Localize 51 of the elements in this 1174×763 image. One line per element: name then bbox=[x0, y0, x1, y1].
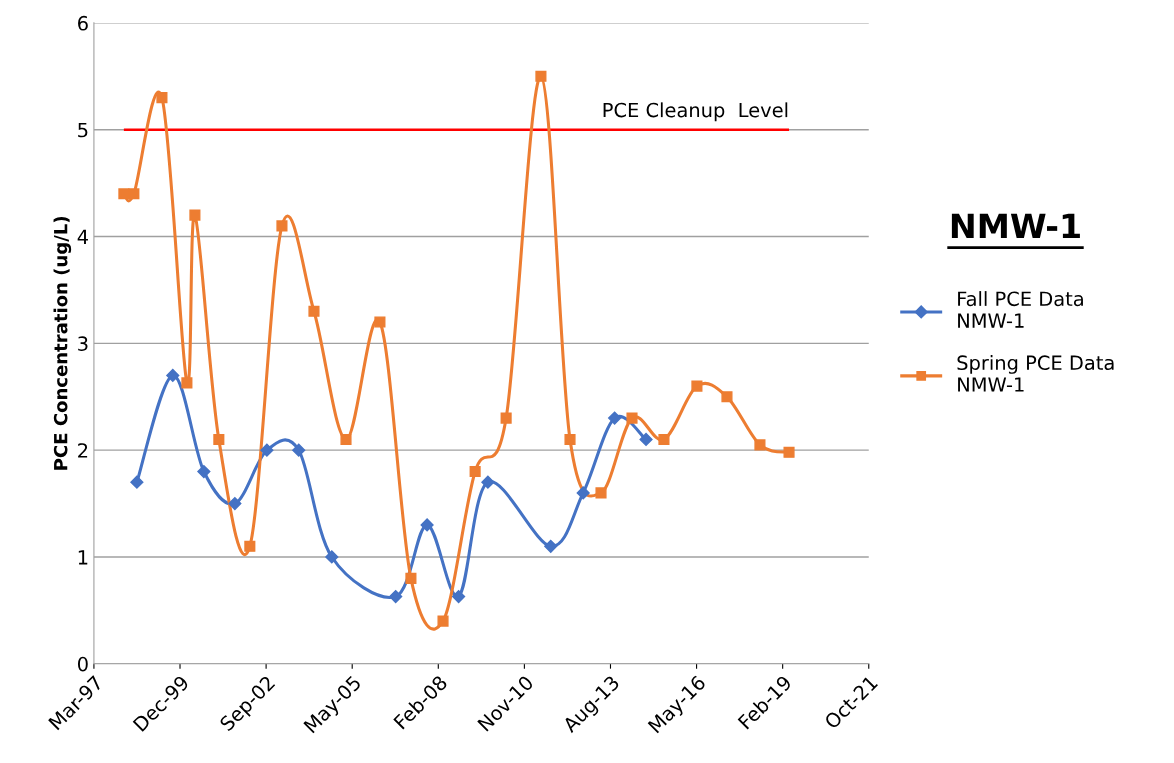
point bbox=[608, 411, 622, 425]
point bbox=[535, 70, 547, 82]
point bbox=[481, 475, 495, 489]
point bbox=[500, 412, 512, 424]
y-tick-label: 5 bbox=[78, 122, 88, 138]
point bbox=[118, 188, 130, 200]
y-tick-label: 3 bbox=[78, 336, 88, 352]
point bbox=[405, 572, 417, 584]
point bbox=[181, 377, 193, 389]
point bbox=[340, 433, 352, 446]
point bbox=[469, 465, 481, 478]
point bbox=[166, 368, 180, 382]
y-axis-title: PCE Concentration (ug/L) bbox=[53, 216, 72, 470]
point bbox=[420, 518, 434, 532]
ref-line-label: PCE Cleanup Level bbox=[603, 102, 788, 122]
point bbox=[128, 188, 140, 200]
legend-label: Fall PCE Data NMW-1 bbox=[958, 291, 1083, 328]
point bbox=[213, 433, 225, 446]
legend-label: Spring PCE Data NMW-1 bbox=[957, 355, 1114, 392]
point bbox=[156, 92, 168, 104]
point bbox=[374, 316, 386, 328]
point bbox=[308, 305, 320, 317]
point bbox=[189, 209, 201, 221]
point bbox=[595, 487, 607, 499]
y-tick-label: 4 bbox=[77, 229, 88, 244]
point bbox=[639, 432, 653, 447]
y-tick-label: 6 bbox=[78, 15, 88, 31]
point bbox=[626, 412, 638, 424]
point bbox=[244, 540, 256, 552]
text: NMW-1 bbox=[951, 213, 1080, 239]
point bbox=[564, 433, 576, 446]
point bbox=[292, 443, 306, 457]
point bbox=[260, 443, 274, 457]
point bbox=[389, 589, 403, 604]
point bbox=[721, 391, 733, 403]
point bbox=[691, 380, 703, 392]
y-tick-label: 0 bbox=[77, 656, 88, 672]
y-tick-label: 2 bbox=[78, 443, 88, 458]
point bbox=[576, 486, 590, 500]
point bbox=[197, 464, 211, 479]
point bbox=[325, 550, 339, 564]
point bbox=[452, 589, 466, 604]
point bbox=[130, 475, 144, 489]
point bbox=[658, 433, 670, 446]
y-tick-label: 1 bbox=[78, 550, 88, 565]
point bbox=[544, 539, 558, 553]
point bbox=[754, 439, 766, 451]
point bbox=[276, 220, 288, 232]
point bbox=[228, 496, 242, 511]
point bbox=[437, 615, 449, 627]
point bbox=[783, 446, 795, 458]
